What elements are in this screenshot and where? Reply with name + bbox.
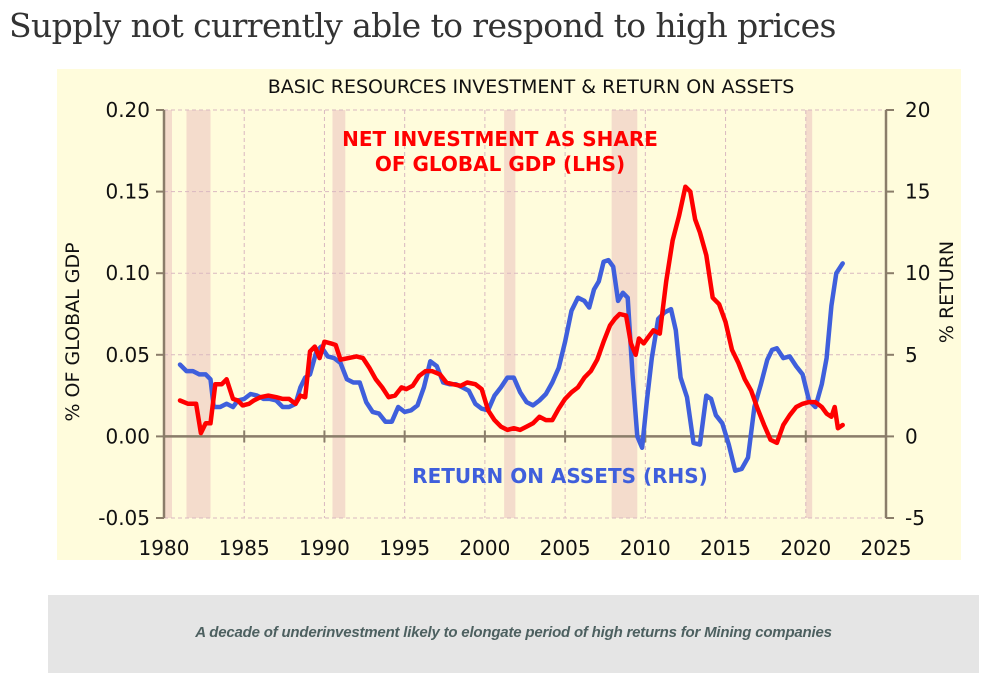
recession-bands — [164, 110, 813, 518]
caption-box: A decade of underinvestment likely to el… — [48, 595, 979, 673]
y-tick-label-right: 15 — [905, 180, 930, 204]
y-tick-label-right: -5 — [905, 506, 925, 530]
recession-band — [164, 110, 173, 518]
y-axis-label-right: % RETURN — [936, 241, 958, 343]
y-tick-label-left: 0.20 — [105, 98, 150, 122]
x-tick-label: 1985 — [219, 536, 270, 560]
page-title: Supply not currently able to respond to … — [9, 6, 836, 45]
y-tick-label-right: 20 — [905, 98, 930, 122]
y-tick-label-right: 10 — [905, 261, 930, 285]
y-axis-label-left: % OF GLOBAL GDP — [62, 242, 84, 421]
annotation-investment-line2: OF GLOBAL GDP (LHS) — [375, 152, 625, 176]
recession-band — [186, 110, 211, 518]
return-series-line — [177, 257, 845, 473]
y-tick-label-right: 5 — [905, 343, 918, 367]
recession-band — [504, 110, 516, 518]
annotation-investment-line1: NET INVESTMENT AS SHARE — [342, 127, 658, 151]
y-tick-label-right: 0 — [905, 424, 918, 448]
y-tick-label-left: -0.05 — [98, 506, 150, 530]
x-tick-label: 2005 — [540, 536, 591, 560]
y-tick-label-left: 0.00 — [105, 424, 150, 448]
y-tick-label-left: 0.15 — [105, 180, 150, 204]
x-tick-label: 2000 — [459, 536, 510, 560]
x-tick-label: 1995 — [379, 536, 430, 560]
caption-text: A decade of underinvestment likely to el… — [195, 624, 832, 641]
investment-series-line — [177, 184, 845, 446]
recession-band — [332, 110, 346, 518]
x-tick-label: 2015 — [700, 536, 751, 560]
chart: 0.20 0.15 0.10 0.05 0.00 -0.05 20 15 10 5 0 -5 1980 1… — [57, 69, 961, 560]
y-tick-label-left: 0.05 — [105, 343, 150, 367]
x-tick-label: 2025 — [861, 536, 912, 560]
recession-band — [805, 110, 813, 518]
x-tick-label: 2020 — [780, 536, 831, 560]
x-tick-label: 1990 — [299, 536, 350, 560]
series-lines — [177, 184, 845, 473]
y-tick-label-left: 0.10 — [105, 261, 150, 285]
x-tick-label: 2010 — [620, 536, 671, 560]
chart-title: BASIC RESOURCES INVESTMENT & RETURN ON A… — [268, 76, 795, 98]
annotation-return: RETURN ON ASSETS (RHS) — [412, 464, 708, 488]
x-tick-label: 1980 — [139, 536, 190, 560]
